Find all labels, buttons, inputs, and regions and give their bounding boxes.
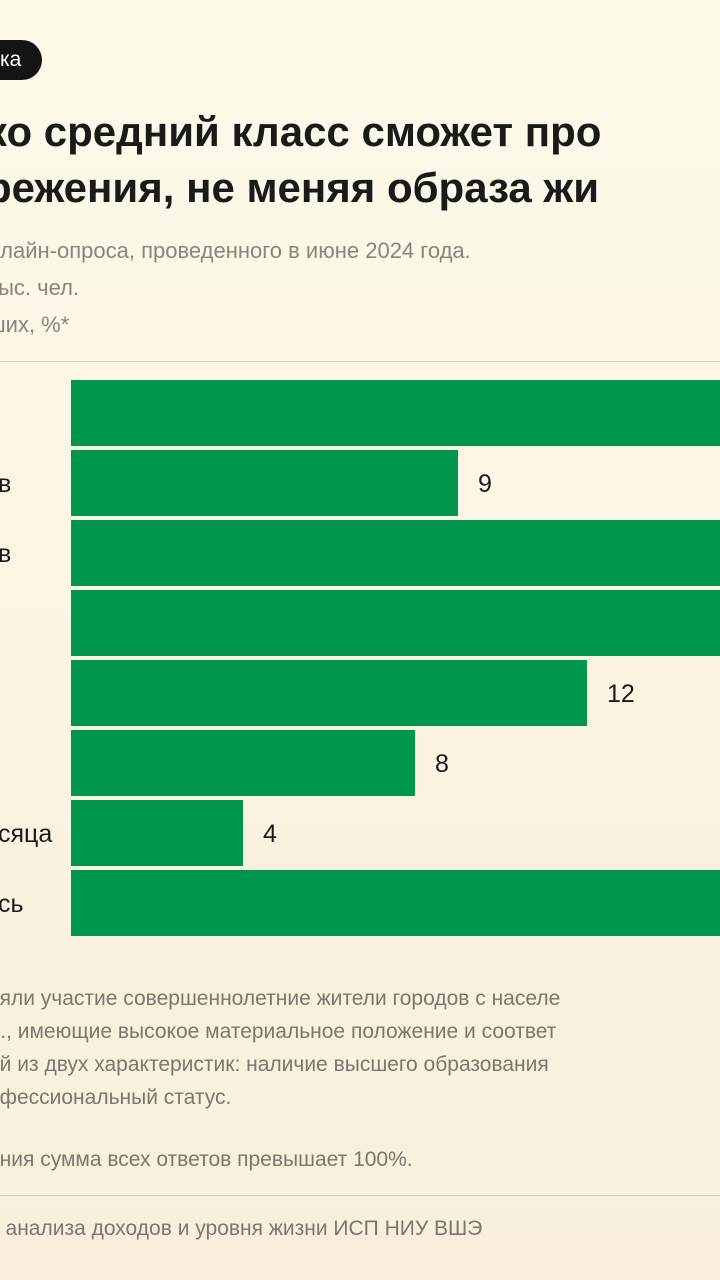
category-label-7: сяца [0,820,52,848]
footer-divider [0,1195,720,1196]
bar-1 [71,380,720,446]
bar-3 [71,520,720,586]
value-label-6: 8 [435,750,449,778]
bar-5 [71,660,587,726]
bar-4 [71,590,720,656]
footnote-line-1: няли участие совершеннолетние жители гор… [0,987,561,1010]
footnote-line-4: офессиональный статус. [0,1086,232,1109]
category-label-8: сь [0,890,24,918]
subtitle-line-3: ших, %* [0,312,70,337]
value-label-7: 4 [263,820,277,848]
category-label-2: в [0,470,11,498]
bar-8 [71,870,720,936]
bar-6 [71,730,415,796]
bar-2 [71,450,458,516]
source-text: р анализа доходов и уровня жизни ИСП НИУ… [0,1217,483,1240]
chart-title: ко средний класс сможет про режения, не … [0,104,720,216]
footnote-line-2: л., имеющие высокое материальное положен… [0,1020,557,1043]
chart-title-line-2: режения, не меняя образа жи [0,164,600,211]
footnote-line-5: ения сумма всех ответов превышает 100%. [0,1148,413,1171]
value-label-2: 9 [478,470,492,498]
footnote-line-3: ой из двух характеристик: наличие высшег… [0,1053,549,1076]
subtitle-line-1: нлайн-опроса, проведенного в июне 2024 г… [0,238,471,263]
chart-title-line-1: ко средний класс сможет про [0,108,602,155]
bar-chart: в 9 в 12 8 сяца 4 сь [0,380,720,936]
subtitle-line-2: тыс. чел. [0,275,80,300]
bar-7 [71,800,243,866]
category-badge: ка [0,40,42,80]
category-badge-label: ка [0,48,22,71]
category-label-3: в [0,540,11,568]
header-divider [0,361,720,362]
value-label-5: 12 [607,680,635,708]
